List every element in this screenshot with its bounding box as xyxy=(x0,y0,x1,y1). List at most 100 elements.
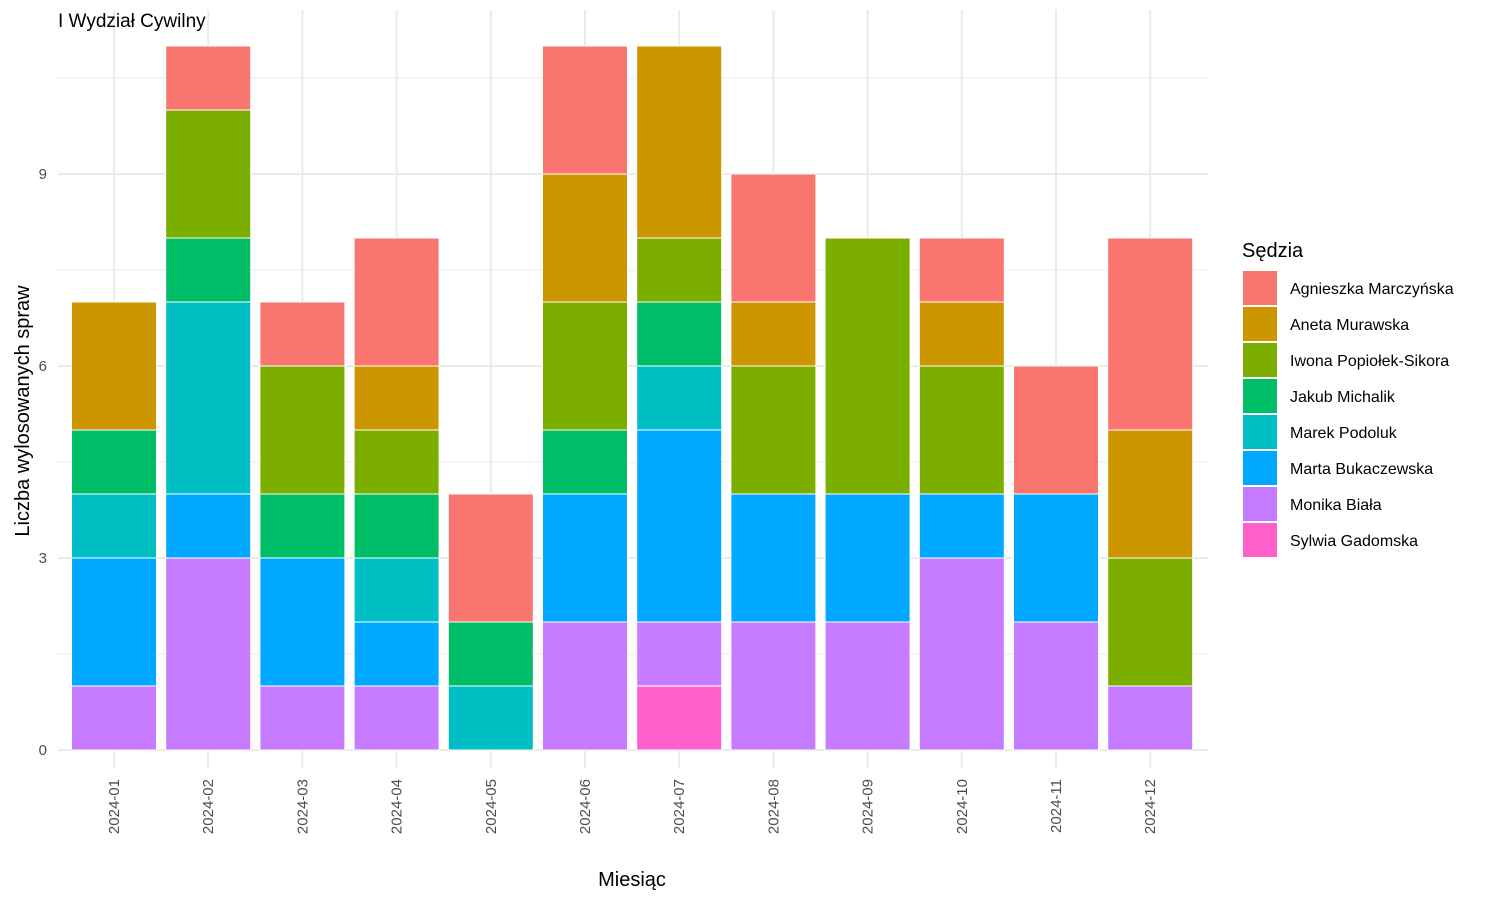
chart-title: I Wydział Cywilny xyxy=(58,11,206,32)
bar-segment xyxy=(730,301,817,367)
legend: Sędzia Agnieszka Marczyńska Aneta Murawsk… xyxy=(1242,240,1454,557)
bar-segment xyxy=(165,45,252,111)
y-tick-label: 6 xyxy=(39,358,47,375)
x-tick-label: 2024-06 xyxy=(577,779,594,834)
bar-segment xyxy=(259,301,346,367)
legend-key xyxy=(1243,271,1277,305)
legend-key xyxy=(1243,451,1277,485)
x-tick-label: 2024-12 xyxy=(1142,779,1159,834)
bar-segment xyxy=(1107,429,1194,559)
bar-segment xyxy=(824,237,911,495)
legend-label: Agnieszka Marczyńska xyxy=(1290,281,1454,298)
bar-segment xyxy=(542,429,628,495)
bar-segment xyxy=(447,493,534,623)
legend-label: Monika Biała xyxy=(1290,497,1382,514)
bar-segment xyxy=(730,365,817,495)
x-tick-label: 2024-04 xyxy=(389,779,406,834)
bar-segment xyxy=(447,621,534,687)
bar-segment xyxy=(1107,237,1194,431)
bar-segment xyxy=(636,45,723,239)
bar-segment xyxy=(918,237,1005,303)
bar-segment xyxy=(542,173,628,303)
bar-segment xyxy=(71,685,157,751)
bar-segment xyxy=(353,365,440,431)
bar-segment xyxy=(71,493,157,559)
x-axis-title: Miesiąc xyxy=(598,869,666,891)
bar-segment xyxy=(636,621,723,687)
legend-key xyxy=(1243,343,1277,377)
bar-segment xyxy=(71,429,157,495)
bar-segment xyxy=(636,301,723,367)
legend-title: Sędzia xyxy=(1242,240,1304,262)
bar-segment xyxy=(730,493,817,623)
legend-label: Sylwia Gadomska xyxy=(1290,533,1418,550)
x-tick-label: 2024-02 xyxy=(200,779,217,834)
legend-key xyxy=(1243,523,1277,557)
bar-segment xyxy=(918,365,1005,495)
legend-key xyxy=(1243,379,1277,413)
bar-segment xyxy=(542,493,628,623)
bar-segment xyxy=(636,365,723,431)
bar-segment xyxy=(165,237,252,303)
bar-segment xyxy=(542,621,628,751)
bar-segment xyxy=(165,557,252,751)
y-tick-label: 9 xyxy=(39,166,47,183)
bar-segment xyxy=(71,557,157,687)
bar-segment xyxy=(353,557,440,623)
bar-segment xyxy=(636,429,723,623)
legend-label: Aneta Murawska xyxy=(1290,317,1409,334)
bar-segment xyxy=(636,237,723,303)
bar-segment xyxy=(259,365,346,495)
bar-segment xyxy=(259,493,346,559)
legend-label: Iwona Popiołek-Sikora xyxy=(1290,353,1449,370)
bar-segment xyxy=(353,685,440,751)
bar-segment xyxy=(447,685,534,751)
x-tick-label: 2024-10 xyxy=(954,779,971,834)
bar-segment xyxy=(165,109,252,239)
legend-label: Marta Bukaczewska xyxy=(1290,461,1433,478)
bar-segment xyxy=(1013,365,1099,495)
bar-segment xyxy=(165,301,252,495)
x-tick-label: 2024-09 xyxy=(860,779,877,834)
x-tick-label: 2024-08 xyxy=(765,779,782,834)
x-axis-ticks: 2024-01 2024-02 2024-03 2024-04 2024-05 2024-… xyxy=(106,779,1159,834)
bar-segment xyxy=(636,685,723,751)
legend-key xyxy=(1243,487,1277,521)
y-axis-title: Liczba wylosowanych spraw xyxy=(12,285,34,537)
bar-segment xyxy=(542,301,628,431)
x-tick-label: 2024-05 xyxy=(483,779,500,834)
y-tick-label: 3 xyxy=(39,550,47,567)
bar-segment xyxy=(918,493,1005,559)
bar-segment xyxy=(259,685,346,751)
bar-segment xyxy=(730,173,817,303)
y-axis-ticks: 0 3 6 9 xyxy=(39,166,47,759)
bar-segment xyxy=(542,45,628,175)
bar-segment xyxy=(1013,621,1099,751)
bar-segment xyxy=(353,493,440,559)
legend-key xyxy=(1243,415,1277,449)
bar-segment xyxy=(1107,685,1194,751)
bar-segment xyxy=(259,557,346,687)
legend-label: Jakub Michalik xyxy=(1290,389,1396,406)
bar-segment xyxy=(824,493,911,623)
bar-segment xyxy=(730,621,817,751)
bar-segment xyxy=(353,237,440,367)
bar-segment xyxy=(1107,557,1194,687)
bar-segment xyxy=(824,621,911,751)
legend-key xyxy=(1243,307,1277,341)
bar-segment xyxy=(918,557,1005,751)
x-tick-label: 2024-07 xyxy=(671,779,688,834)
x-tick-label: 2024-03 xyxy=(294,779,311,834)
bars xyxy=(71,45,1194,751)
x-tick-label: 2024-01 xyxy=(106,779,123,834)
y-tick-label: 0 xyxy=(39,742,47,759)
bar-segment xyxy=(1013,493,1099,623)
bar-segment xyxy=(165,493,252,559)
legend-label: Marek Podoluk xyxy=(1290,425,1398,442)
bar-segment xyxy=(353,429,440,495)
x-tick-label: 2024-11 xyxy=(1048,779,1065,833)
bar-segment xyxy=(918,301,1005,367)
bar-segment xyxy=(353,621,440,687)
